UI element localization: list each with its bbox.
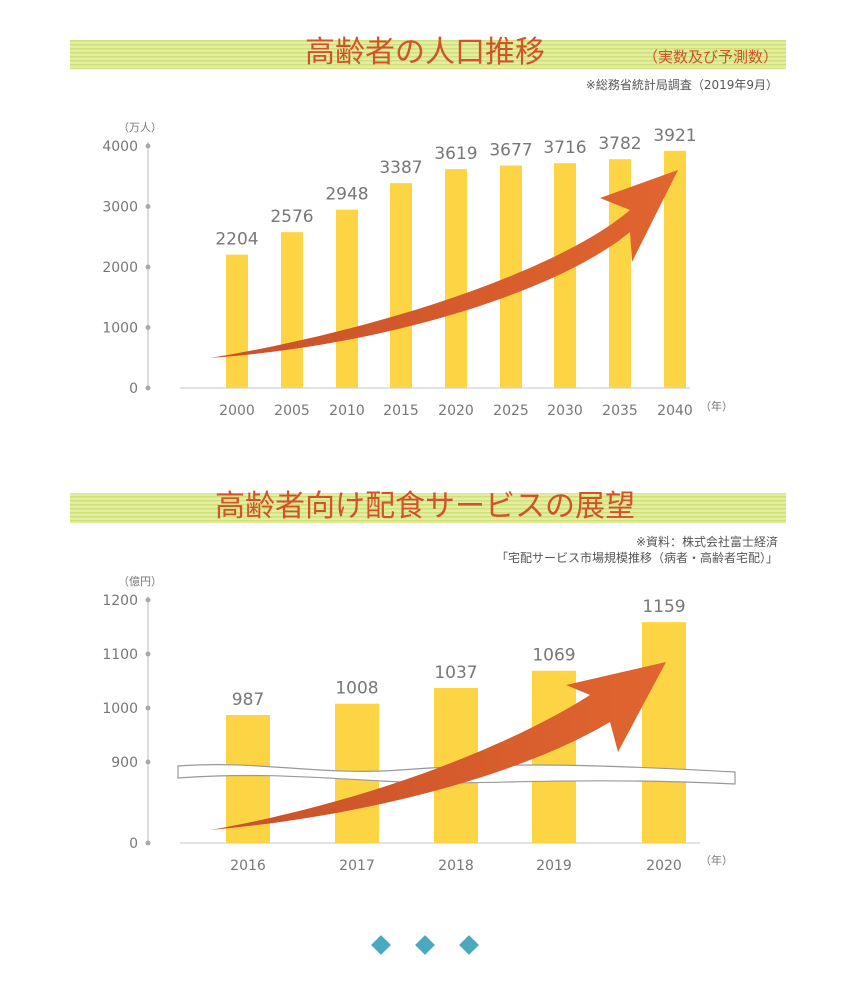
title-band-2 [70,493,786,523]
x-tick-label: 2040 [657,403,693,419]
data-label: 2204 [215,230,258,250]
chart1-subtitle: （実数及び予測数） [643,48,778,66]
data-label: 3921 [653,126,696,146]
chart1-ylabel: （万人） [118,121,162,134]
y-tick-label: 0 [129,836,138,852]
chart2-ylabel: （億円） [118,575,162,588]
bar [390,183,412,388]
y-tick-label: 3000 [102,200,138,216]
y-tick-mark [145,651,151,657]
x-tick-label: 2019 [536,858,572,874]
x-tick-label: 2025 [493,403,529,419]
data-label: 1069 [532,646,575,666]
title-band-1 [70,40,786,69]
x-tick-label: 2020 [438,403,474,419]
chart2-xlabel: （年） [700,853,733,867]
chart1-source: ※総務省統計局調査（2019年9月） [586,77,778,92]
x-tick-label: 2016 [230,858,266,874]
pagination [0,935,850,955]
y-tick-label: 1000 [102,701,138,717]
bar [445,169,467,388]
y-tick-mark [145,705,151,711]
x-tick-label: 2010 [329,403,365,419]
y-tick-label: 0 [129,381,138,397]
data-label: 3677 [489,141,532,161]
chart1-title: 高齢者の人口推移 [305,35,545,70]
pagination-dot[interactable] [415,935,435,955]
data-label: 3782 [598,134,641,154]
trend-arrow-2 [210,662,666,830]
x-tick-label: 2030 [547,403,583,419]
y-tick-label: 4000 [102,139,138,155]
y-tick-label: 1200 [102,593,138,609]
pagination-dot[interactable] [459,935,479,955]
y-tick-label: 1000 [102,321,138,337]
bar [336,209,358,388]
bar [226,254,248,388]
y-tick-label: 1100 [102,647,138,663]
bar [554,163,576,388]
chart2-title: 高齢者向け配食サービスの展望 [215,489,635,524]
x-tick-label: 2005 [274,403,310,419]
chart1-xlabel: （年） [700,399,733,413]
chart2-source-line2: 「宅配サービス市場規模推移（病者・高齢者宅配）」 [496,550,778,565]
y-tick-mark [145,840,151,846]
trend-arrow-1 [210,170,678,358]
bar [532,670,576,843]
y-tick-mark [145,204,151,209]
y-tick-mark [145,759,151,765]
chart2-source-line1: ※資料：株式会社富士経済 [636,534,778,549]
x-tick-label: 2015 [383,403,419,419]
x-tick-label: 2000 [219,403,255,419]
x-tick-label: 2017 [339,858,375,874]
chart1-plot: 0 1000 2000 3000 4000 2204 2000 2576 2005 2948 201… [102,126,696,419]
bar [281,232,303,388]
data-label: 3619 [434,144,477,164]
data-label: 987 [232,690,264,710]
data-label: 3716 [543,138,586,158]
pagination-dot[interactable] [371,935,391,955]
y-tick-mark [145,385,151,391]
data-label: 1008 [335,679,378,699]
y-tick-label: 900 [111,755,138,771]
bar [642,622,686,843]
x-tick-label: 2020 [646,858,682,874]
data-label: 3387 [379,158,422,178]
data-label: 2576 [270,207,313,227]
data-label: 1037 [434,663,477,683]
y-tick-mark [145,143,151,149]
data-label: 2948 [325,185,368,205]
y-tick-label: 2000 [102,260,138,276]
chart2-plot: 0 900 1000 1100 1200 987 2016 1008 2017 1037 2018 1… [102,593,736,874]
y-tick-mark [145,325,151,330]
data-label: 1159 [642,597,685,617]
bar [664,150,686,388]
y-tick-mark [145,597,151,603]
x-tick-label: 2035 [602,403,638,419]
y-tick-mark [145,264,151,270]
x-tick-label: 2018 [438,858,474,874]
